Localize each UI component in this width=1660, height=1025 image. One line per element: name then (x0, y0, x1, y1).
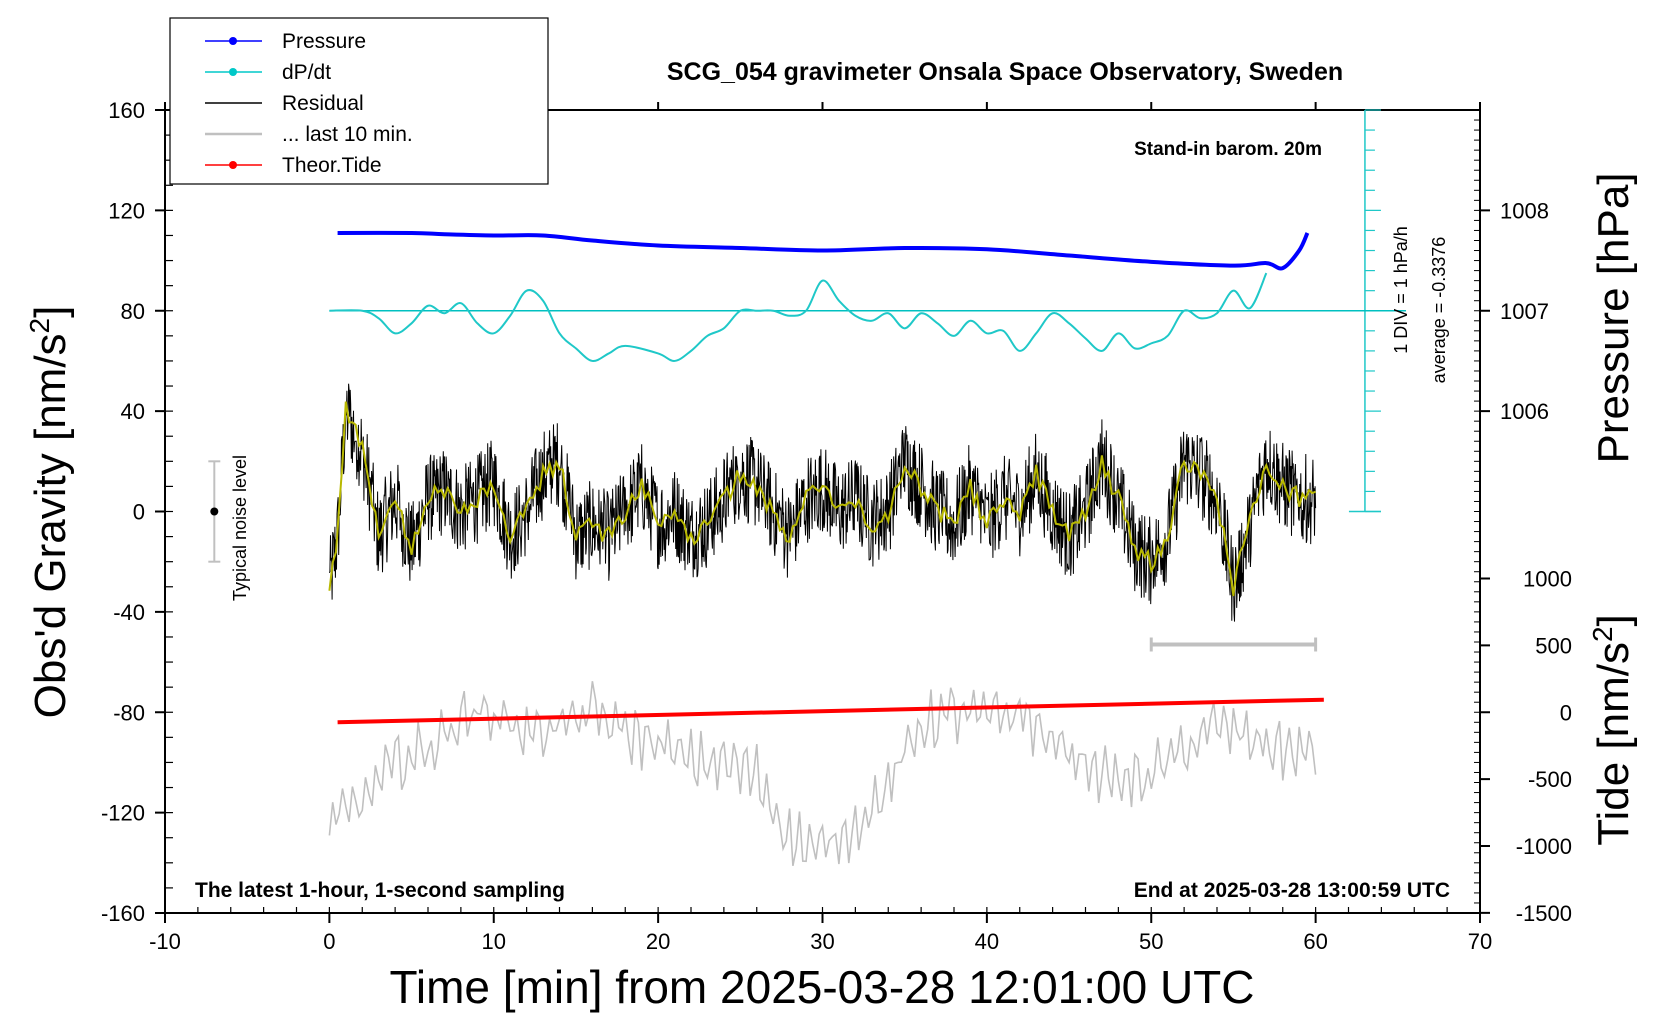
barometer-note: Stand-in barom. 20m (1134, 139, 1322, 160)
tide-tick-label: -1000 (1516, 834, 1572, 859)
div-note: 1 DIV = 1 hPa/h (1391, 226, 1411, 354)
noise-bar-dot (210, 507, 219, 516)
legend-label: dP/dt (282, 61, 331, 84)
legend-marker (229, 37, 237, 45)
y-axis-label-pressure: Pressure [hPa] (1589, 172, 1638, 463)
pressure-tick-label: 1006 (1500, 399, 1549, 424)
x-axis-label: Time [min] from 2025-03-28 12:01:00 UTC (390, 961, 1255, 1013)
y-axis-tide: 1000 500 0 -500 -1000 -1500 (1480, 567, 1572, 926)
tide-tick-label: 0 (1560, 700, 1572, 725)
tide-tick-label: -500 (1528, 767, 1572, 792)
pressure-tick-label: 1007 (1500, 299, 1549, 324)
x-tick-label: 60 (1303, 929, 1327, 954)
noise-bar (208, 460, 221, 563)
y-tick-label: 120 (108, 198, 145, 223)
pressure-tick-label: 1008 (1500, 198, 1549, 223)
y-tick-label: 80 (121, 299, 145, 324)
x-tick-label: 70 (1468, 929, 1492, 954)
residual-series (328, 383, 1317, 622)
y-tick-label: -120 (101, 801, 145, 826)
y-axis-label-left: Obs'd Gravity [nm/s2] (24, 306, 75, 719)
y-axis-label-tide: Tide [nm/s2] (1587, 614, 1638, 846)
last-10-min-series (328, 681, 1317, 866)
residual-smoothed-series (328, 401, 1316, 597)
x-tick-label: 40 (975, 929, 999, 954)
y-tick-label: 40 (121, 399, 145, 424)
end-time-note: End at 2025-03-28 13:00:59 UTC (1134, 879, 1450, 902)
x-tick-label: -10 (149, 929, 181, 954)
legend-label: ... last 10 min. (282, 123, 413, 146)
sampling-note: The latest 1-hour, 1-second sampling (195, 879, 565, 902)
x-tick-label: 30 (810, 929, 834, 954)
y-tick-label: -160 (101, 901, 145, 926)
legend: Pressure dP/dt Residual ... last 10 min. The… (169, 17, 549, 185)
legend-label: Residual (282, 92, 364, 115)
tide-tick-label: -1500 (1516, 901, 1572, 926)
x-tick-label: 10 (482, 929, 506, 954)
y-axis-pressure: 1008 1007 1006 (1480, 198, 1549, 424)
tide-series (337, 697, 1324, 725)
legend-label: Pressure (282, 30, 366, 53)
legend-marker (229, 68, 237, 76)
y-tick-label: 0 (133, 500, 145, 525)
tide-tick-label: 1000 (1523, 567, 1572, 592)
pressure-series (337, 230, 1310, 271)
minor-ticks (164, 109, 1481, 914)
chart-title: SCG_054 gravimeter Onsala Space Observat… (667, 58, 1343, 86)
x-tick-label: 50 (1139, 929, 1163, 954)
y-axis-left: 160 120 80 40 0 -40 -80 -120 -160 (101, 98, 165, 926)
y-tick-label: -40 (113, 600, 145, 625)
x-tick-label: 0 (323, 929, 335, 954)
tide-tick-label: 500 (1535, 633, 1572, 658)
x-axis: -10 0 10 20 30 40 50 60 70 (149, 102, 1492, 954)
y-tick-label: -80 (113, 700, 145, 725)
legend-marker (229, 161, 237, 169)
legend-label: Theor.Tide (282, 154, 382, 177)
legend-box (169, 17, 549, 185)
average-note: average = -0.3376 (1429, 237, 1449, 384)
y-tick-label: 160 (108, 98, 145, 123)
noise-note: Typical noise level (230, 455, 250, 601)
x-tick-label: 20 (646, 929, 670, 954)
ten-min-bar (1149, 637, 1318, 652)
dpdt-series (329, 272, 1268, 362)
